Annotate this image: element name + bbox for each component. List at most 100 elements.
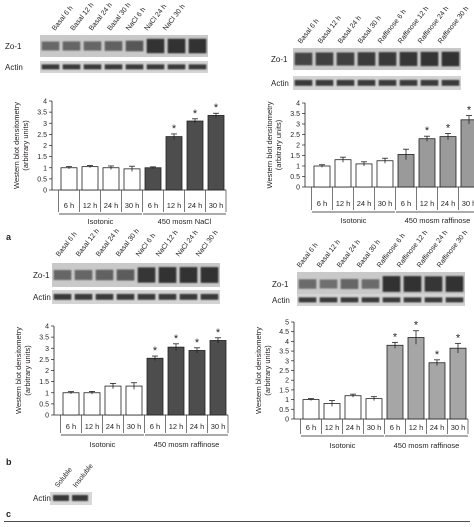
- significance-mark: *: [193, 108, 198, 120]
- y-tick-label: 2.5: [39, 357, 49, 364]
- group-label: Isotonic: [90, 440, 116, 449]
- actin-band: [83, 64, 102, 70]
- actin-band: [179, 293, 198, 300]
- significance-mark: *: [467, 105, 472, 117]
- actin-band: [41, 64, 60, 70]
- x-tick-label: 6 h: [390, 423, 400, 432]
- y-tick-label: 3.5: [39, 335, 49, 342]
- zo1-band: [340, 278, 359, 290]
- actin-band: [315, 79, 334, 86]
- bar: [428, 362, 446, 420]
- y-tick-label: 0.5: [37, 176, 47, 183]
- zo1-band: [361, 279, 380, 289]
- y-tick-label: 2.5: [279, 368, 289, 375]
- zo1-band: [83, 41, 102, 51]
- x-tick-label: 6 h: [317, 199, 327, 208]
- x-tick-label: 30 h: [125, 201, 140, 210]
- actin-band: [361, 297, 380, 303]
- y-tick-label: 0: [285, 417, 289, 424]
- zo1-label: Zo-1: [5, 42, 22, 51]
- y-tick-label: 3: [285, 358, 289, 365]
- zo1-band: [146, 38, 165, 54]
- bar: [209, 340, 227, 416]
- x-tick-label: 30 h: [127, 422, 142, 431]
- bar: [144, 167, 162, 191]
- bar: [207, 115, 225, 191]
- x-tick-label: 24 h: [104, 201, 119, 210]
- actin-band: [146, 64, 165, 70]
- zo1-band: [200, 267, 219, 283]
- y-tick-label: 4: [296, 101, 300, 108]
- zo1-band: [445, 276, 464, 292]
- zo1-band: [41, 41, 60, 51]
- actin-band: [125, 64, 144, 70]
- y-tick-label: 0.5: [290, 174, 300, 181]
- x-tick-label: 24 h: [106, 422, 121, 431]
- x-tick-label: 6 h: [66, 422, 76, 431]
- bar: [449, 347, 467, 420]
- actin-strip: [40, 61, 208, 73]
- actin-band: [420, 79, 439, 86]
- x-tick-label: 12 h: [83, 201, 98, 210]
- x-tick-label: 6 h: [150, 422, 160, 431]
- zo1-band: [315, 52, 334, 66]
- bar: [123, 168, 141, 191]
- actin-band: [294, 79, 313, 86]
- zo1-band: [53, 269, 72, 281]
- bottom-rule: [4, 521, 470, 522]
- x-tick-label: 24 h: [441, 199, 456, 208]
- bar: [62, 392, 80, 416]
- zo1-strip: [293, 48, 461, 70]
- x-tick-label: 30 h: [367, 423, 382, 432]
- actin-band: [445, 297, 464, 303]
- zo1-strip: [40, 35, 208, 57]
- zo1-band: [399, 51, 418, 67]
- y-tick-label: 1.5: [290, 153, 300, 160]
- y-tick-label: 1: [45, 390, 49, 397]
- bar: [355, 163, 373, 188]
- zo1-band: [188, 38, 207, 54]
- x-tick-label: 24 h: [190, 422, 205, 431]
- bar: [439, 136, 457, 188]
- bar: [83, 392, 101, 416]
- x-tick-label: 12 h: [336, 199, 351, 208]
- significance-mark: *: [153, 345, 158, 357]
- actin-band: [167, 64, 186, 70]
- bar: [167, 346, 185, 416]
- zo1-band: [104, 41, 123, 51]
- y-tick-label: 0: [296, 185, 300, 192]
- significance-mark: *: [216, 327, 221, 339]
- actin-strip: [293, 76, 461, 90]
- group-label: Isotonic: [88, 217, 114, 226]
- significance-mark: *: [414, 320, 419, 332]
- y-tick-label: 0: [43, 188, 47, 195]
- group-label: 450 mosm raffinose: [154, 440, 220, 449]
- significance-mark: *: [195, 337, 200, 349]
- actin-band: [137, 293, 156, 300]
- significance-mark: *: [174, 333, 179, 345]
- y-tick-label: 3: [45, 346, 49, 353]
- y-tick-label: 2.5: [290, 132, 300, 139]
- bar: [186, 120, 204, 191]
- x-tick-label: 6 h: [64, 201, 74, 210]
- actin-band: [441, 79, 460, 86]
- panel-c-band: [72, 495, 88, 501]
- actin-band: [188, 64, 207, 70]
- actin-band: [382, 297, 401, 303]
- actin-label: Actin: [33, 293, 51, 302]
- bar: [188, 350, 206, 416]
- y-axis-label-units: (arbitrary units): [21, 120, 30, 171]
- panel-letter: a: [6, 232, 12, 242]
- x-tick-label: 24 h: [357, 199, 372, 208]
- significance-mark: *: [172, 123, 177, 135]
- panel-c-band: [53, 495, 69, 501]
- y-tick-label: 5: [285, 320, 289, 327]
- zo1-band: [95, 269, 114, 281]
- significance-mark: *: [214, 102, 219, 114]
- panel-letter: c: [6, 509, 11, 519]
- zo1-band: [403, 276, 422, 292]
- bar: [302, 399, 320, 420]
- x-tick-label: 12 h: [325, 423, 340, 432]
- bar: [376, 160, 394, 188]
